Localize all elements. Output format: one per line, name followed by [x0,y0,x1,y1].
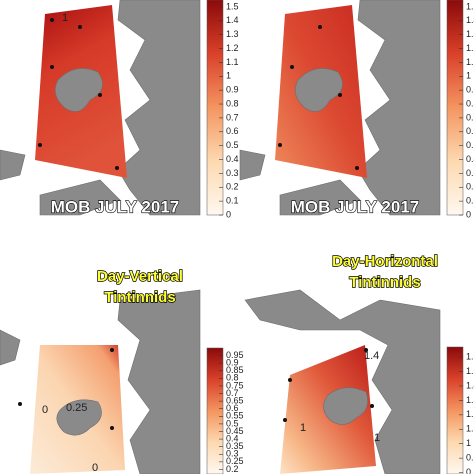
colorbar-tick-label: 0.85 [226,365,244,375]
contour-label: 0.25 [66,402,87,414]
colorbar-tick-label: 0.6 [466,126,474,136]
map-panel: 0 0.25 0 [0,289,201,474]
colorbar-tick-label: 1.3 [226,29,239,39]
map-panel: 1.4 1 1 [244,289,441,474]
colorbar-tick-label: 0.6 [226,403,239,413]
colorbar-tick-label: 1 [466,71,471,81]
contour-label: 0 [92,462,98,474]
panel-label: Tintinnids [349,274,420,291]
colorbar-tick-label: 0.75 [226,380,244,390]
stations [283,348,374,422]
colorbar-tick-label: 1 [466,438,471,448]
colorbar-tick-label: 1.5 [466,1,474,11]
colorbar-tick-label: 0.4 [466,154,474,164]
colorbar-tick-label: 0.8 [466,467,474,474]
colorbar-tick-label: 0.5 [226,418,239,428]
colorbar-tick-label: 0.6 [226,126,239,136]
colorbar-tick-label: 0.3 [466,168,474,178]
colorbar-tick-label: 1.6 [466,351,474,361]
colorbar-tick-label: 0.65 [226,396,244,406]
colorbar [206,347,224,474]
island [323,387,368,425]
colorbar-tick-label: 0.4 [226,433,239,443]
island [56,399,102,436]
land [357,0,441,216]
land [39,179,121,216]
panel-label: Day-Vertical [97,268,183,285]
land [117,289,201,474]
contour-label: 0 [42,404,48,416]
colorbar-tick-label: 1.4 [466,15,474,25]
colorbar-tick-label: 0 [466,209,471,219]
land [0,149,26,181]
colorbar-tick-label: 1 [226,71,231,81]
island [54,68,103,112]
colorbar-tick-label: 0.7 [226,388,239,398]
land [239,149,266,181]
colorbar-tick-label: 0 [226,209,231,219]
colorbar-tick-label: 1.1 [466,57,474,67]
colorbar-tick-label: 0.9 [226,85,239,95]
panel-label: Day-Horizontal [332,253,438,270]
colorbar-tick-label: 0.8 [226,373,239,383]
colorbar-tick-label: 0.2 [466,182,474,192]
colorbar-tick-label: 0.2 [226,464,239,474]
colorbar-tick-label: 0.7 [466,112,474,122]
contour-label: 1.4 [364,350,379,362]
land [117,0,201,216]
land [244,289,441,474]
panel-label: Tintinnids [104,289,175,306]
map-panel: 1 [0,0,201,216]
panel-label: MOB JULY 2017 [51,197,180,216]
land [279,179,361,216]
colorbar-tick-label: 0.5 [226,140,239,150]
colorbar [206,0,224,216]
colorbar-tick-label: 1.3 [466,395,474,405]
colorbar [446,0,464,216]
colorbar-tick-label: 0.7 [226,112,239,122]
panel-label: MOB JULY 2017 [291,197,420,216]
colorbar-tick-label: 1.1 [226,57,239,67]
colorbar-tick-label: 0.1 [466,196,474,206]
colorbar-tick-label: 0.9 [226,358,239,368]
colorbar-tick-label: 1.5 [226,1,239,11]
island [294,68,343,112]
colorbar [446,346,464,474]
contour-label: 1 [62,12,68,24]
colorbar-tick-label: 0.9 [466,453,474,463]
colorbar-tick-label: 1.2 [226,43,239,53]
colorbar-tick-label: 0.95 [226,350,244,360]
colorbar-tick-label: 0.3 [226,168,239,178]
stations [38,18,119,170]
colorbar-tick-label: 0.25 [226,456,244,466]
colorbar-tick-label: 0.35 [226,441,244,451]
colorbar-tick-label: 1.4 [466,380,474,390]
contour-label: 1 [374,432,380,444]
colorbar-tick-label: 1.5 [466,366,474,376]
land [0,329,21,366]
colorbar-tick-label: 0.45 [226,426,244,436]
colorbar-tick-label: 0.55 [226,411,244,421]
colorbar-tick-label: 0.8 [226,98,239,108]
colorbar-tick-label: 0.5 [466,140,474,150]
stations [18,348,114,430]
colorbar-tick-label: 0.8 [466,98,474,108]
colorbar-tick-label: 0.2 [226,182,239,192]
colorbar-tick-label: 0.3 [226,449,239,459]
colorbar-tick-label: 1.4 [226,15,239,25]
colorbar-tick-label: 1.3 [466,29,474,39]
overlay: 0 0.1 0.2 0.3 0.4 0.5 0.6 0.7 0.8 0.9 1 1.1 1.2 1.3 1.… [50,0,474,474]
colorbar-tick-label: 1.1 [466,424,474,434]
colorbar-tick-label: 1.2 [466,409,474,419]
colorbar-tick-label: 0.1 [226,196,239,206]
map-panel [239,0,441,216]
colorbar-tick-label: 1.2 [466,43,474,53]
contour-label: 1 [300,422,306,434]
colorbar-tick-label: 0.4 [226,154,239,164]
colorbar-tick-label: 0.9 [466,85,474,95]
stations [278,25,359,170]
